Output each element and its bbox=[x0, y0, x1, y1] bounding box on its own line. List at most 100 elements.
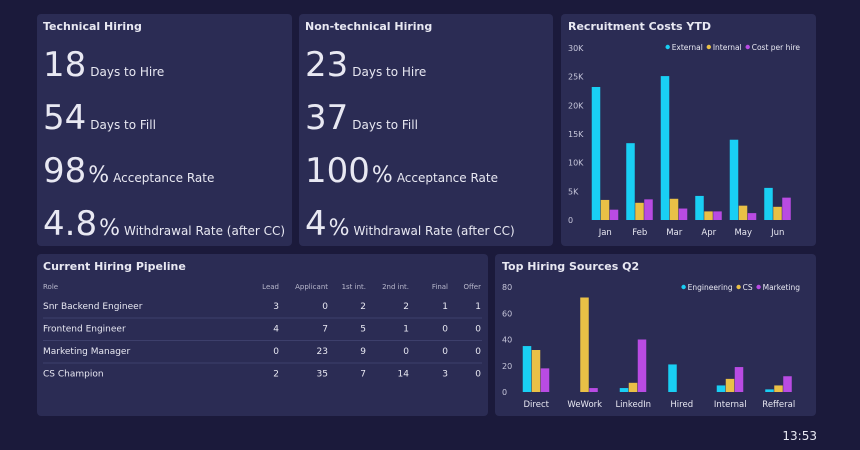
kpi-value: 100 bbox=[305, 151, 370, 191]
cell-number: 5 bbox=[360, 325, 366, 335]
cell-number: 0 bbox=[403, 347, 409, 357]
bar bbox=[716, 385, 726, 392]
legend-swatch bbox=[681, 284, 686, 290]
legend-swatch bbox=[745, 44, 750, 50]
y-tick-label: 30K bbox=[568, 44, 584, 53]
column-header: Role bbox=[43, 283, 58, 291]
bar bbox=[644, 199, 653, 220]
column-header: 1st int. bbox=[342, 283, 366, 291]
bar bbox=[591, 86, 601, 220]
cell-number: 35 bbox=[317, 370, 328, 380]
kpi: 100% Acceptance Rate bbox=[305, 151, 498, 191]
cell-number: 0 bbox=[322, 302, 328, 312]
x-tick-label: WeWork bbox=[567, 400, 602, 410]
kpi-label: Withdrawal Rate (after CC) bbox=[354, 224, 515, 238]
x-tick-label: May bbox=[734, 228, 752, 238]
cell-role: Marketing Manager bbox=[43, 347, 130, 357]
cell-role: Frontend Engineer bbox=[43, 325, 126, 335]
bar bbox=[783, 376, 792, 392]
x-tick-label: Refferal bbox=[762, 400, 795, 410]
cell-number: 7 bbox=[322, 325, 328, 335]
cell-number: 0 bbox=[475, 347, 481, 357]
y-tick-label: 60 bbox=[502, 309, 512, 318]
cell-number: 2 bbox=[273, 370, 279, 380]
chart-title: Top Hiring Sources Q2 bbox=[502, 260, 639, 273]
x-tick-label: Jun bbox=[770, 228, 784, 238]
kpi: 54 Days to Fill bbox=[43, 98, 156, 138]
kpi-label: Days to Hire bbox=[90, 65, 164, 79]
cell-role: CS Champion bbox=[43, 370, 104, 380]
legend-swatch bbox=[665, 44, 670, 50]
bar bbox=[609, 209, 619, 220]
x-tick-label: Mar bbox=[666, 228, 683, 238]
bar bbox=[729, 139, 739, 220]
legend-label: External bbox=[672, 43, 703, 52]
bar bbox=[695, 195, 704, 220]
x-tick-label: Jan bbox=[598, 228, 612, 238]
y-tick-label: 10K bbox=[568, 159, 584, 168]
y-tick-label: 20 bbox=[502, 362, 512, 371]
bar bbox=[540, 368, 550, 392]
kpi: 4.8% Withdrawal Rate (after CC) bbox=[43, 204, 285, 244]
kpi: 18 Days to Hire bbox=[43, 45, 164, 85]
bar bbox=[589, 388, 598, 392]
x-tick-label: Direct bbox=[524, 400, 550, 410]
kpi-value: 4 bbox=[305, 204, 327, 244]
bar bbox=[704, 211, 713, 220]
bar bbox=[725, 378, 735, 392]
y-tick-label: 15K bbox=[568, 130, 584, 139]
bar bbox=[580, 297, 589, 392]
kpi-value: 18 bbox=[43, 45, 86, 85]
legend-swatch bbox=[736, 284, 741, 290]
bar bbox=[678, 208, 688, 220]
cell-number: 0 bbox=[442, 347, 448, 357]
column-header: Applicant bbox=[295, 283, 328, 291]
bar bbox=[619, 388, 629, 392]
bar bbox=[669, 198, 679, 220]
kpi: 37 Days to Fill bbox=[305, 98, 418, 138]
kpi-label: Withdrawal Rate (after CC) bbox=[124, 224, 285, 238]
cell-number: 3 bbox=[442, 370, 448, 380]
cell-number: 0 bbox=[273, 347, 279, 357]
column-header: 2nd int. bbox=[382, 283, 409, 291]
kpi-value: 4.8 bbox=[43, 204, 97, 244]
panel-title: Current Hiring Pipeline bbox=[43, 260, 186, 273]
kpi-unit: % bbox=[99, 216, 120, 241]
bar bbox=[635, 202, 644, 220]
bar bbox=[734, 367, 744, 392]
cell-number: 1 bbox=[403, 325, 409, 335]
cell-number: 4 bbox=[273, 325, 279, 335]
bar bbox=[668, 364, 677, 392]
y-tick-label: 25K bbox=[568, 73, 584, 82]
bar bbox=[626, 143, 635, 220]
cell-number: 2 bbox=[360, 302, 366, 312]
x-tick-label: Internal bbox=[714, 400, 747, 410]
y-tick-label: 0 bbox=[568, 216, 573, 225]
chart-title: Recruitment Costs YTD bbox=[568, 20, 711, 33]
panel bbox=[37, 254, 488, 416]
x-tick-label: Hired bbox=[670, 400, 693, 410]
kpi: 23 Days to Hire bbox=[305, 45, 426, 85]
legend-label: Engineering bbox=[688, 283, 733, 292]
y-tick-label: 80 bbox=[502, 283, 512, 292]
bar bbox=[773, 206, 782, 220]
kpi-value: 23 bbox=[305, 45, 348, 85]
column-header: Offer bbox=[463, 283, 481, 291]
cell-number: 7 bbox=[360, 370, 366, 380]
kpi-value: 98 bbox=[43, 151, 86, 191]
panel-title: Non-technical Hiring bbox=[305, 20, 432, 33]
kpi-value: 37 bbox=[305, 98, 348, 138]
cell-role: Snr Backend Engineer bbox=[43, 302, 143, 312]
cell-number: 0 bbox=[475, 325, 481, 335]
legend-swatch bbox=[756, 284, 761, 290]
x-tick-label: Apr bbox=[701, 228, 716, 238]
column-header: Final bbox=[432, 283, 448, 291]
x-tick-label: LinkedIn bbox=[615, 400, 651, 410]
legend-label: Marketing bbox=[763, 283, 801, 292]
bar bbox=[660, 76, 670, 221]
panel-title: Technical Hiring bbox=[43, 20, 142, 33]
cell-number: 2 bbox=[403, 302, 409, 312]
bar bbox=[747, 213, 757, 220]
cell-number: 9 bbox=[360, 347, 366, 357]
